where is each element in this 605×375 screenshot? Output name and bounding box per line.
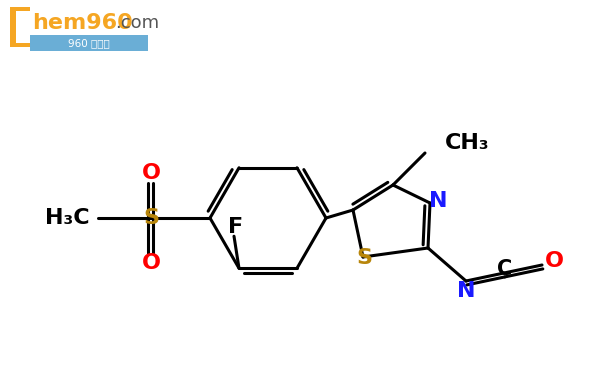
Text: O: O [544, 251, 563, 271]
Text: F: F [229, 217, 244, 237]
Text: 960 化工网: 960 化工网 [68, 38, 110, 48]
Polygon shape [10, 7, 30, 47]
Text: S: S [143, 208, 159, 228]
Text: N: N [457, 281, 476, 301]
Text: C: C [497, 259, 512, 279]
Text: hem960: hem960 [32, 13, 132, 33]
Text: CH₃: CH₃ [445, 133, 489, 153]
Text: H₃C: H₃C [45, 208, 90, 228]
Text: O: O [142, 163, 160, 183]
Text: O: O [142, 253, 160, 273]
Text: .com: .com [115, 14, 159, 32]
Bar [30, 35, 148, 51]
Text: S: S [356, 248, 372, 268]
Text: N: N [429, 191, 447, 211]
